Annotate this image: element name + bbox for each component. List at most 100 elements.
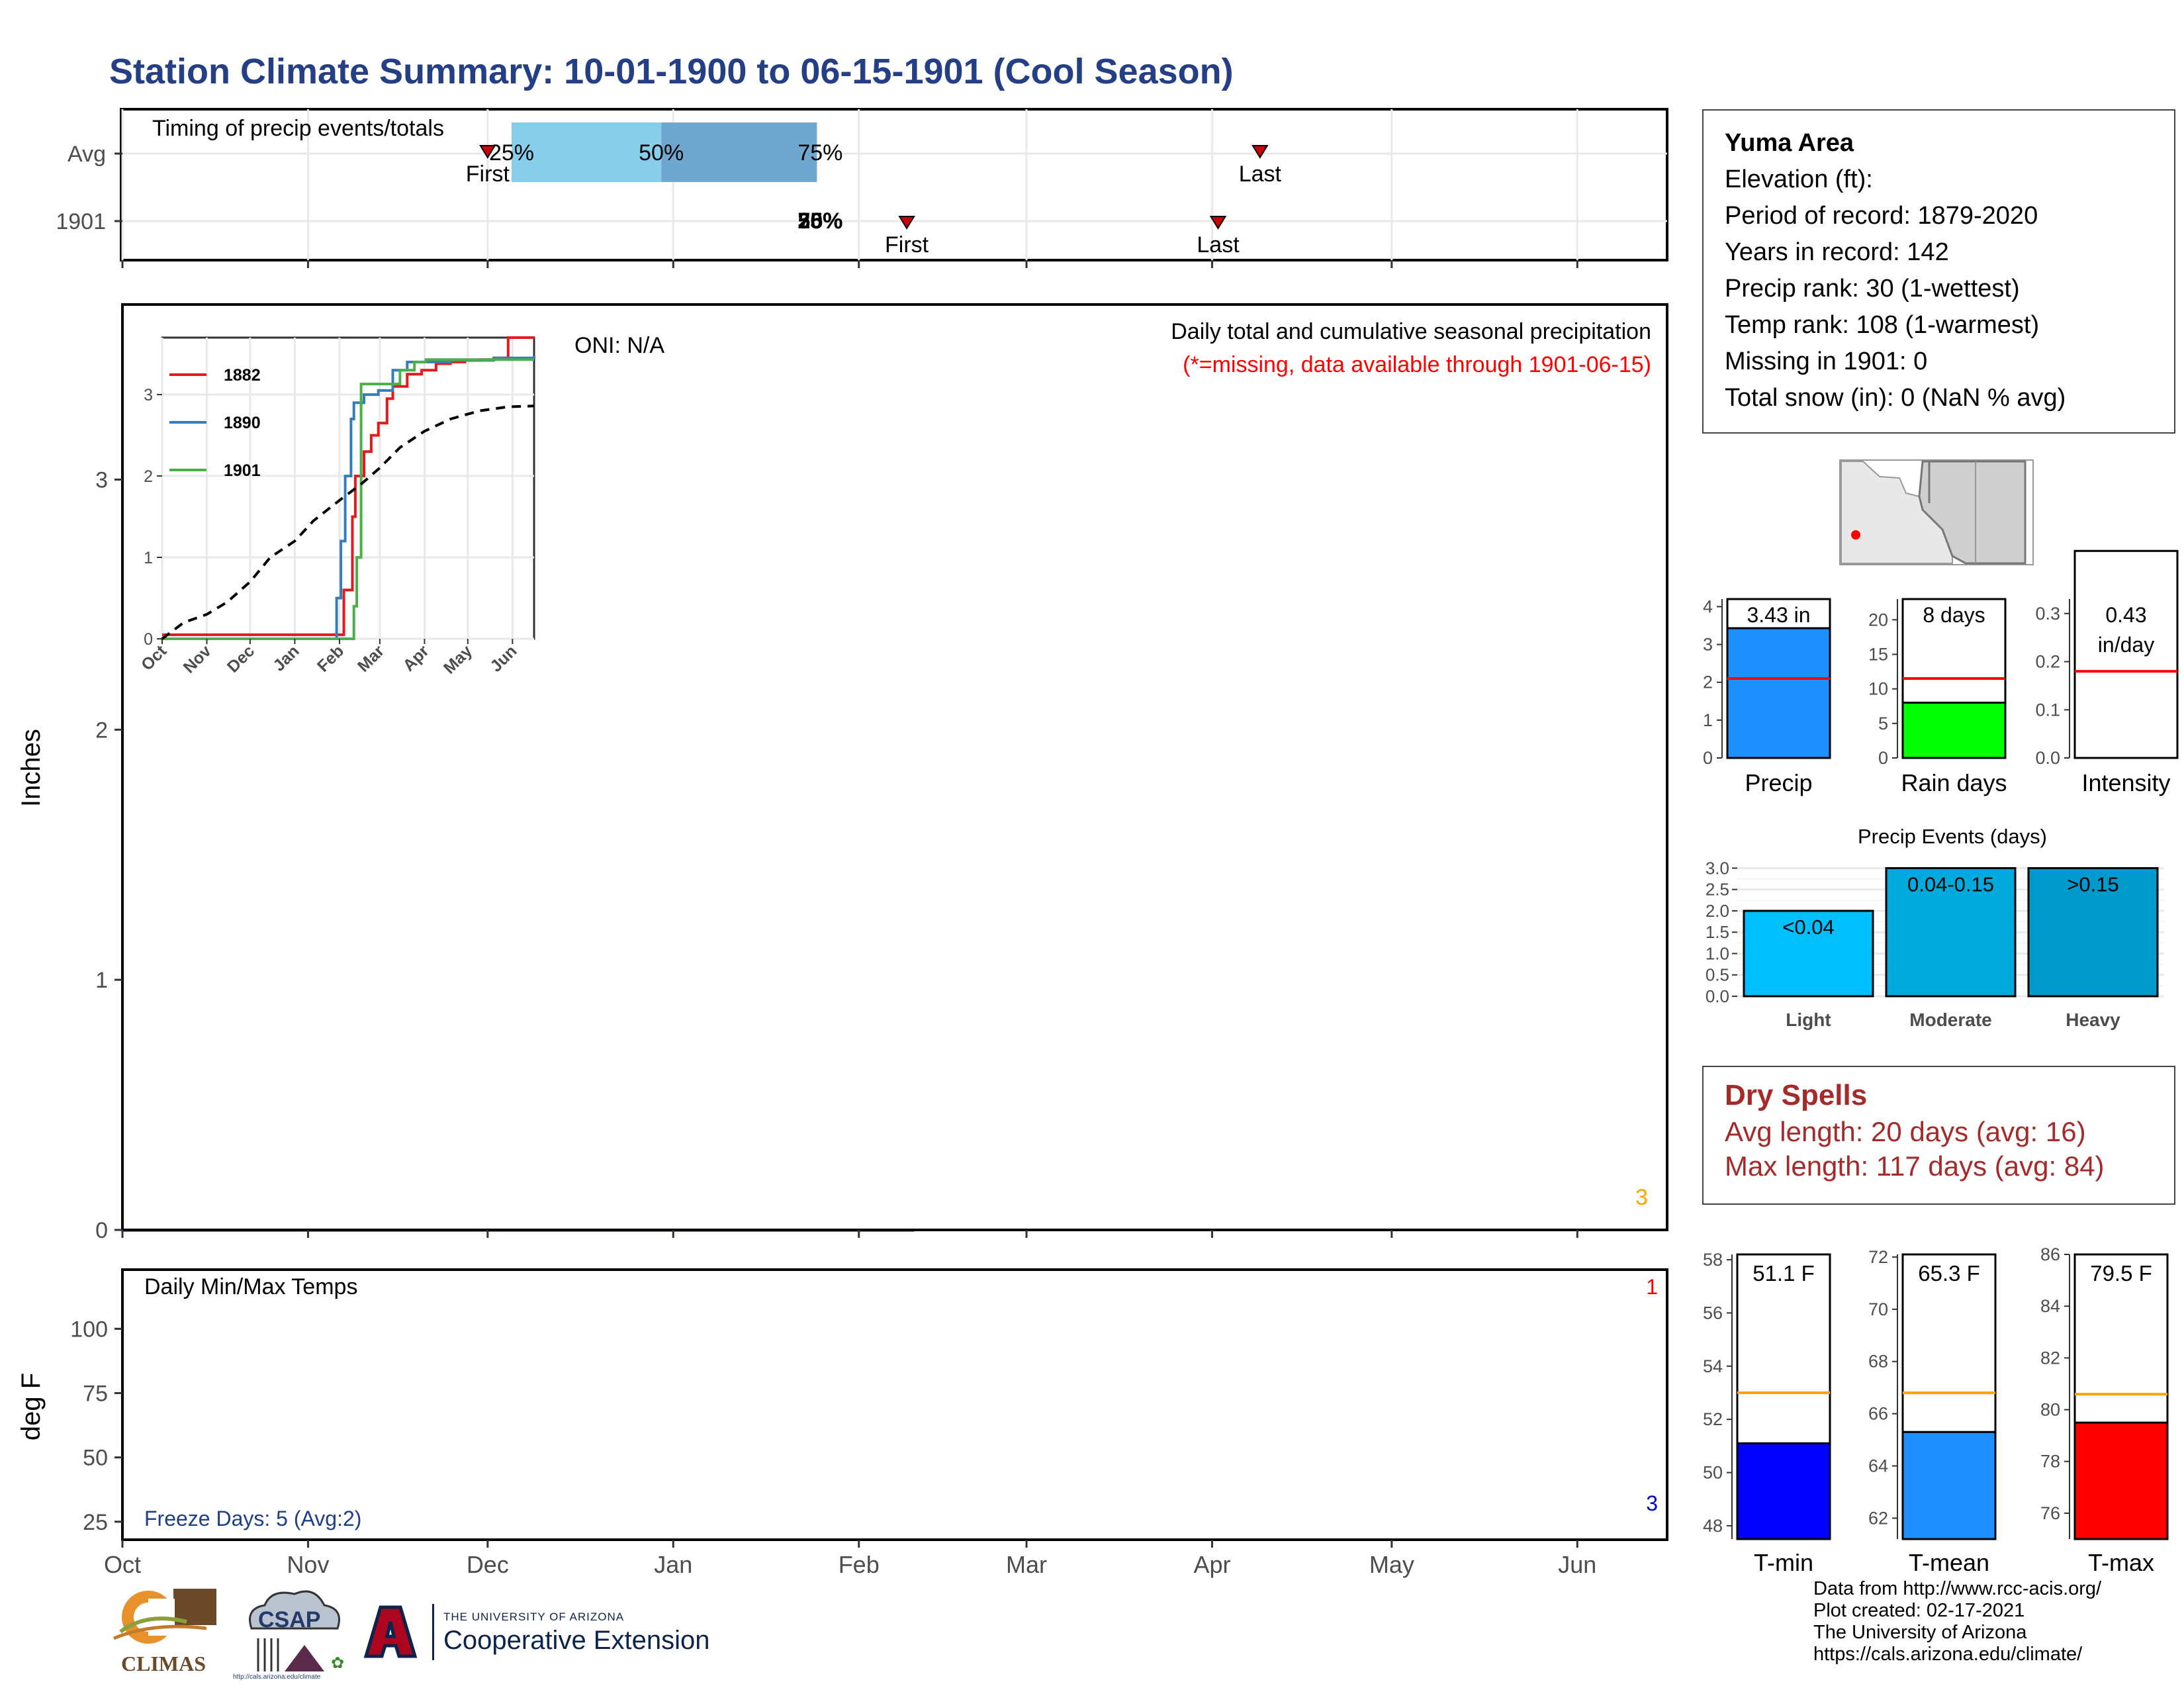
summary-y-tick-label: 4	[1703, 596, 1713, 616]
inset-legend-label: 1882	[224, 366, 261, 385]
station-precip-rank: Precip rank: 30 (1-wettest)	[1725, 275, 2020, 303]
events-bar-label: <0.04	[1782, 915, 1834, 939]
dry-spells-title: Dry Spells	[1725, 1079, 1868, 1111]
credit-data-source: Data from http://www.rcc-acis.org/	[1813, 1578, 2102, 1599]
temp-y-tick-label: 100	[70, 1317, 108, 1342]
csap-logo-text: CSAP	[258, 1607, 321, 1632]
temp-summary-y-tick-label: 62	[1868, 1508, 1888, 1528]
summary-bar-precip: 0 1 2 3 4 3.43 in Precip	[1703, 596, 1831, 796]
temp-summary-value-label: 79.5 F	[2090, 1261, 2152, 1286]
temp-y-axis-label: deg F	[17, 1373, 46, 1440]
summary-y-tick-label: 20	[1868, 610, 1888, 630]
month-label-mar: Mar	[1006, 1551, 1047, 1578]
events-bar-moderate	[1885, 867, 2017, 998]
temp-summary-y-tick-label: 54	[1703, 1356, 1723, 1376]
temp-summary-value-label: 51.1 F	[1752, 1261, 1815, 1286]
station-location-marker	[1851, 530, 1860, 539]
credit-university: The University of Arizona	[1813, 1622, 2027, 1643]
station-info-box: Yuma Area Elevation (ft): Period of reco…	[1702, 109, 2175, 434]
freeze-days-label: Freeze Days: 5 (Avg:2)	[144, 1507, 361, 1530]
summary-bar-title: Intensity	[2081, 769, 2170, 796]
temp-summary-value-label: 65.3 F	[1918, 1261, 1980, 1286]
timing-row-year-label: 1901	[56, 209, 106, 234]
ua-logo-big-text: Cooperative Extension	[443, 1626, 710, 1655]
avg-q50-label: 50%	[639, 140, 684, 165]
temp-summary-y-tick-label: 78	[2040, 1452, 2060, 1472]
temp-summary-title: T-mean	[1909, 1549, 1989, 1576]
year-last-marker	[1209, 216, 1227, 230]
inset-frame	[161, 336, 535, 640]
events-y-tick-label: 3.0	[1706, 858, 1729, 878]
yr-q25-label: 25%	[797, 209, 842, 234]
dry-spells-box: Dry Spells Avg length: 20 days (avg: 16)…	[1702, 1066, 2175, 1205]
summary-y-tick-label: 2	[1703, 673, 1713, 692]
summary-y-tick-label: 0.3	[2035, 604, 2060, 624]
summary-y-tick-label: 10	[1868, 679, 1888, 699]
ua-logo-divider	[432, 1604, 434, 1660]
inset-avg-line	[161, 404, 535, 640]
temp-y-tick-label: 50	[83, 1446, 108, 1471]
events-y-tick-label: 1.5	[1706, 922, 1729, 942]
timing-panel-frame	[120, 108, 1668, 261]
temp-y-tick-label: 25	[83, 1510, 108, 1535]
month-label-dec: Dec	[467, 1551, 509, 1578]
month-label-may: May	[1369, 1551, 1414, 1578]
inset-line-1901	[162, 358, 534, 640]
summary-bar-label-unit: in/day	[2098, 633, 2154, 657]
events-y-tick-label: 2.5	[1706, 880, 1729, 900]
timing-row-avg-label: Avg	[68, 142, 106, 167]
temp-summary-y-tick-label: 86	[2040, 1244, 2060, 1264]
precip-corner-label: 3	[1635, 1185, 1648, 1210]
summary-y-tick-label: 0.1	[2035, 700, 2060, 720]
temp-summary-y-tick-label: 72	[1868, 1247, 1888, 1267]
climas-logo-text: CLIMAS	[120, 1652, 206, 1675]
dry-spells-avg: Avg length: 20 days (avg: 16)	[1725, 1116, 2086, 1147]
avg-q25-q50-band	[512, 122, 662, 182]
month-label-feb: Feb	[839, 1551, 880, 1578]
year-first-label: First	[885, 232, 929, 258]
summary-y-tick-label: 0	[1703, 748, 1713, 768]
summary-y-tick-label: 0.2	[2035, 652, 2060, 672]
state-locator-map	[1839, 459, 2034, 565]
summary-bar-intensity: 0.0 0.1 0.2 0.3 0.43 in/day Intensity	[2035, 549, 2179, 796]
month-label-nov: Nov	[287, 1551, 329, 1578]
month-label-jun: Jun	[1558, 1551, 1596, 1578]
temp-summary-y-tick-label: 84	[2040, 1296, 2060, 1316]
summary-bar-value	[1901, 702, 2007, 759]
temp-summary-t-max: 76 78 80 82 84 86 79.5 F T-max	[2040, 1244, 2169, 1576]
precip-y-axis-label: Inches	[17, 729, 46, 807]
events-category-label: Light	[1786, 1009, 1831, 1030]
ua-a-mark	[363, 1605, 418, 1658]
temp-summary-value-bar	[2073, 1421, 2169, 1540]
station-elevation: Elevation (ft):	[1725, 165, 1873, 193]
summary-y-tick-label: 15	[1868, 644, 1888, 664]
temp-summary-y-tick-label: 50	[1703, 1463, 1723, 1483]
avg-q50-q75-band	[661, 122, 817, 182]
temp-y-tick-label: 75	[83, 1382, 108, 1407]
climas-logo-graphic	[113, 1589, 216, 1644]
summary-bar-rain-days: 0 5 10 15 20 8 days Rain days	[1868, 598, 2007, 796]
year-first-marker	[898, 216, 915, 230]
month-label-oct: Oct	[104, 1551, 141, 1578]
summary-bar-value	[1726, 627, 1831, 759]
ua-logo: THE UNIVERSITY OF ARIZONA Cooperative Ex…	[361, 1601, 745, 1667]
temp-summary-y-tick-label: 80	[2040, 1400, 2060, 1420]
summary-bar-label: 3.43 in	[1747, 603, 1810, 627]
inset-y-tick-label: 1	[144, 549, 153, 567]
year-last-label: Last	[1197, 232, 1240, 258]
temp-summary-value-bar	[1901, 1430, 1997, 1540]
station-temp-rank: Temp rank: 108 (1-warmest)	[1725, 311, 2040, 339]
events-y-tick-label: 2.0	[1706, 901, 1729, 921]
inset-y-tick-label: 2	[144, 467, 153, 486]
temp-summary-t-min: 48 50 52 54 56 58 51.1 F T-min	[1703, 1250, 1831, 1576]
summary-bar-label: 0.43	[2105, 603, 2146, 627]
precip-events-panel: Precip Events (days) 0.00.51.01.52.02.53…	[1706, 825, 2164, 1030]
temp-summary-y-tick-label: 52	[1703, 1409, 1723, 1429]
inset-legend-label: 1901	[224, 461, 261, 480]
timing-panel-label: Timing of precip events/totals	[152, 116, 444, 141]
dry-spells-max: Max length: 117 days (avg: 84)	[1725, 1150, 2105, 1182]
temp-summary-y-tick-label: 82	[2040, 1348, 2060, 1368]
csap-logo: ✿ CSAP http://cals.arizona.edu/climate	[232, 1582, 351, 1685]
events-category-label: Heavy	[2066, 1009, 2120, 1030]
